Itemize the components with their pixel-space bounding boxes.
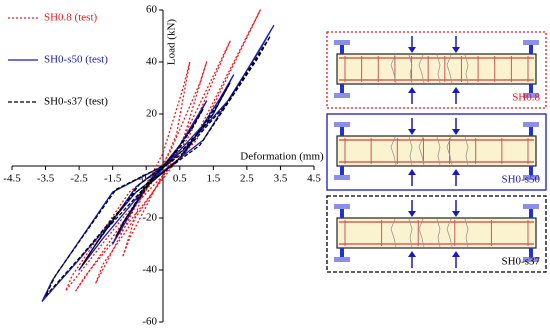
support (334, 122, 350, 127)
support (334, 40, 350, 45)
support (529, 127, 533, 136)
arrow-head (408, 87, 416, 93)
crack (464, 218, 469, 248)
crack (408, 54, 413, 84)
x-tick-label: 3.5 (274, 173, 288, 185)
specimen-panel: SH0-s37 (326, 195, 547, 273)
support (523, 257, 539, 262)
crack (446, 218, 453, 248)
legend-label: SH0.8 (test) (44, 12, 98, 24)
crack (436, 136, 441, 166)
beam (336, 53, 537, 85)
y-tick-label: -60 (142, 316, 157, 328)
x-axis-title: Deformation (mm) (240, 151, 324, 163)
support (529, 45, 533, 54)
crack (464, 136, 469, 166)
y-tick-label: 60 (146, 4, 158, 16)
arrow-head (452, 169, 460, 175)
support (340, 127, 344, 136)
arrow-head (408, 129, 416, 135)
arrow-head (408, 169, 416, 175)
y-axis-title: Load (kN) (166, 19, 178, 65)
support (340, 166, 344, 175)
specimen-label: SH0.8 (512, 92, 540, 104)
arrow-head (452, 251, 460, 257)
data-line (44, 35, 272, 297)
crack (446, 136, 453, 166)
crack (390, 218, 397, 248)
crack (390, 136, 397, 166)
x-tick-label: 2.5 (240, 173, 254, 185)
crack (464, 54, 469, 84)
data-line (65, 9, 261, 292)
x-tick-label: 4.5 (307, 173, 321, 185)
x-tick-label: -1.5 (104, 173, 122, 185)
y-tick-label: -40 (142, 264, 157, 276)
support (523, 93, 539, 98)
crack (436, 54, 441, 84)
arrow-head (452, 47, 460, 53)
beam (336, 217, 537, 249)
support (529, 166, 533, 175)
crack (390, 54, 397, 84)
specimen-label: SH0-s37 (501, 256, 540, 268)
support (523, 175, 539, 180)
y-tick-label: 20 (146, 108, 158, 120)
arrow-head (408, 211, 416, 217)
y-tick-label: -20 (142, 212, 157, 224)
support (340, 248, 344, 257)
support (334, 93, 350, 98)
crack (418, 218, 425, 248)
specimen-panel: SH0.8 (326, 31, 547, 109)
support (340, 45, 344, 54)
crack (418, 54, 425, 84)
support (334, 257, 350, 262)
legend-label: SH0-s50 (test) (44, 54, 108, 66)
beam (336, 135, 537, 167)
specimen-panel: SH0-s50 (326, 113, 547, 191)
support (340, 209, 344, 218)
crack (436, 218, 441, 248)
legend-label: SH0-s37 (test) (44, 96, 108, 108)
data-line (41, 24, 275, 302)
support (523, 122, 539, 127)
x-tick-label: 0.5 (173, 173, 187, 185)
support (529, 209, 533, 218)
support (334, 204, 350, 209)
support (523, 204, 539, 209)
arrow-head (452, 211, 460, 217)
arrow-head (408, 47, 416, 53)
specimen-label: SH0-s50 (501, 174, 540, 186)
arrow-head (452, 129, 460, 135)
arrow-head (452, 87, 460, 93)
support (529, 248, 533, 257)
support (340, 84, 344, 93)
x-tick-label: -4.5 (3, 173, 21, 185)
x-tick-label: -2.5 (70, 173, 88, 185)
crack (408, 136, 413, 166)
x-tick-label: -3.5 (37, 173, 55, 185)
x-tick-label: 1.5 (206, 173, 220, 185)
support (334, 175, 350, 180)
support (529, 84, 533, 93)
arrow-head (408, 251, 416, 257)
support (523, 40, 539, 45)
y-tick-label: 40 (146, 56, 158, 68)
crack (418, 136, 425, 166)
crack (408, 218, 413, 248)
crack (446, 54, 453, 84)
